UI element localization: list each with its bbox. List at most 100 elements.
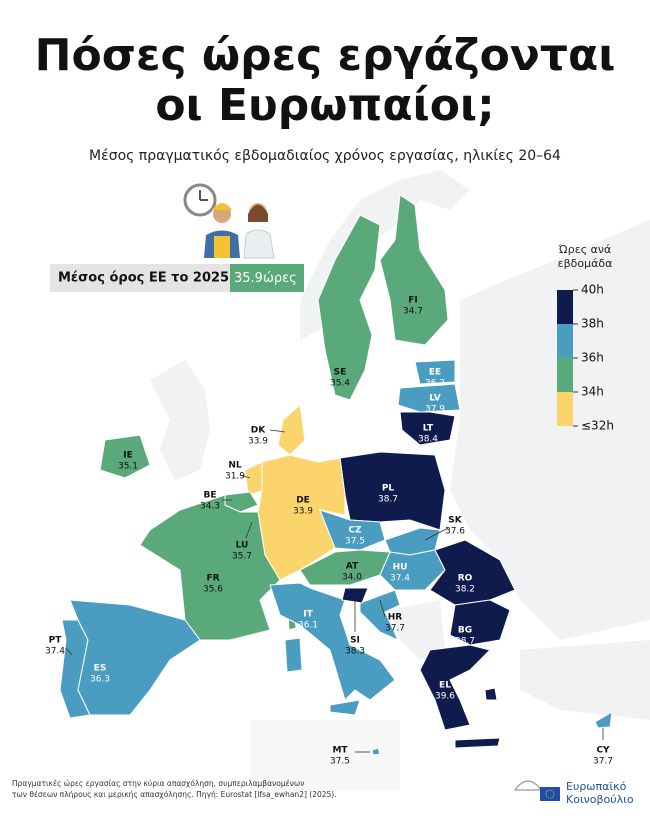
country-code: HR bbox=[388, 613, 403, 623]
average-number: 35.9 bbox=[234, 271, 263, 286]
country-value: 33.9 bbox=[248, 437, 268, 447]
country-value: 38.7 bbox=[455, 637, 475, 647]
country bbox=[399, 411, 456, 446]
average-unit: ώρες bbox=[263, 271, 297, 286]
country-value: 34.7 bbox=[403, 307, 423, 317]
country-value: 37.4 bbox=[45, 647, 65, 657]
legend-label: ≤32h bbox=[581, 419, 614, 433]
subtitle: Μέσος πραγματικός εβδομαδιαίος χρόνος ερ… bbox=[89, 148, 561, 164]
country bbox=[484, 687, 498, 701]
country-value: 37.4 bbox=[390, 574, 410, 584]
countries bbox=[59, 194, 613, 756]
country bbox=[594, 711, 613, 729]
country bbox=[339, 451, 446, 531]
legend-title: Ώρες ανά bbox=[558, 243, 612, 256]
country-value: 37.9 bbox=[425, 405, 445, 415]
country bbox=[454, 737, 501, 749]
average-box bbox=[50, 264, 230, 292]
country-value: 33.9 bbox=[293, 507, 313, 517]
country-value: 36.3 bbox=[90, 675, 110, 685]
country-code: NL bbox=[228, 461, 242, 471]
country-value: 36.2 bbox=[425, 379, 445, 389]
country-code: FI bbox=[408, 296, 418, 306]
country-code: ES bbox=[94, 664, 107, 674]
country-value: 34.0 bbox=[342, 573, 362, 583]
legend-label: 34h bbox=[581, 385, 604, 399]
country-value: 35.6 bbox=[203, 585, 223, 595]
country-code: SK bbox=[448, 516, 462, 526]
icon-workers bbox=[183, 183, 275, 259]
legend-label: 38h bbox=[581, 317, 604, 331]
country bbox=[317, 214, 381, 401]
country-value: 37.5 bbox=[345, 537, 365, 547]
country-value: 39.6 bbox=[435, 692, 455, 702]
country-value: 38.2 bbox=[455, 585, 475, 595]
legend-swatch bbox=[557, 324, 573, 358]
average-value-box bbox=[230, 264, 304, 292]
country bbox=[319, 509, 386, 551]
country-value: 37.6 bbox=[445, 527, 465, 537]
country-value: 37.5 bbox=[330, 757, 350, 767]
logo-text: Κοινοβούλιο bbox=[566, 793, 634, 806]
country-code: EE bbox=[429, 368, 441, 378]
country bbox=[99, 434, 151, 479]
country-code: MT bbox=[332, 746, 348, 756]
country bbox=[419, 644, 491, 731]
country bbox=[299, 549, 391, 586]
country-code: IT bbox=[303, 610, 313, 620]
background-land bbox=[150, 170, 650, 790]
country-labels: FI34.7SE35.4EE36.2LV37.9LT38.4DK33.9IE35… bbox=[45, 296, 613, 767]
country bbox=[359, 589, 401, 641]
country-code: LU bbox=[236, 541, 249, 551]
country-value: 38.3 bbox=[345, 647, 365, 657]
country-value: 35.7 bbox=[232, 552, 252, 562]
country-code: SI bbox=[350, 636, 360, 646]
country-code: BE bbox=[203, 491, 216, 501]
legend-label: 40h bbox=[581, 283, 604, 297]
country bbox=[379, 194, 449, 346]
country bbox=[329, 699, 361, 716]
title: οι Ευρωπαίοι; bbox=[155, 80, 494, 131]
country-value: 37.7 bbox=[593, 757, 613, 767]
legend-swatch bbox=[557, 358, 573, 392]
country-code: PT bbox=[49, 636, 63, 646]
country-code: FR bbox=[206, 574, 219, 584]
country-code: AT bbox=[346, 562, 359, 572]
country bbox=[371, 747, 381, 756]
country-value: 36.1 bbox=[298, 621, 318, 631]
logo-text: Ευρωπαϊκό bbox=[566, 780, 627, 793]
country-code: CY bbox=[596, 746, 610, 756]
legend-swatch bbox=[557, 392, 573, 426]
footnote: Πραγματικές ώρες εργασίας στην κύρια απα… bbox=[12, 779, 304, 788]
country bbox=[379, 549, 446, 591]
legend-title: εβδομάδα bbox=[558, 257, 613, 270]
country-code: SE bbox=[334, 368, 347, 378]
country-value: 35.1 bbox=[118, 462, 138, 472]
country bbox=[284, 637, 303, 673]
country-code: RO bbox=[458, 574, 473, 584]
country-code: IE bbox=[123, 451, 133, 461]
country-value: 38.4 bbox=[418, 435, 438, 445]
country-code: PL bbox=[382, 484, 395, 494]
footnote: των θέσεων πλήρους και μερικής απασχόλησ… bbox=[12, 790, 337, 799]
leader-lines bbox=[65, 429, 604, 753]
country-code: CZ bbox=[348, 526, 362, 536]
country bbox=[277, 404, 306, 456]
country bbox=[139, 494, 281, 641]
logo: Ευρωπαϊκό Κοινοβούλιο bbox=[513, 780, 634, 806]
country bbox=[397, 383, 461, 413]
country bbox=[341, 587, 369, 604]
country-code: EL bbox=[439, 681, 451, 691]
country-value: 31.9 bbox=[225, 472, 245, 482]
legend: 40h 38h 36h 34h ≤32h bbox=[557, 283, 614, 433]
country bbox=[414, 359, 456, 385]
legend-label: 36h bbox=[581, 351, 604, 365]
average-label: Μέσος όρος ΕΕ το 2025: bbox=[58, 271, 234, 286]
title: Πόσες ώρες εργάζονται bbox=[35, 30, 616, 81]
country-code: DK bbox=[251, 426, 266, 436]
country bbox=[69, 599, 201, 716]
country-code: BG bbox=[458, 626, 472, 636]
country-code: HU bbox=[393, 563, 408, 573]
